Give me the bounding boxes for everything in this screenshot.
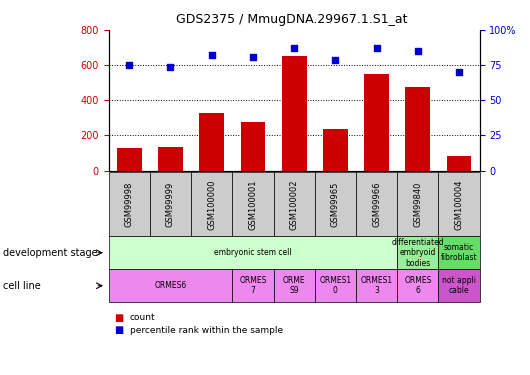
Bar <box>447 156 471 171</box>
Text: GSM99999: GSM99999 <box>166 182 175 227</box>
Text: GSM100000: GSM100000 <box>207 179 216 230</box>
Point <box>413 48 422 54</box>
Text: GDS2375 / MmugDNA.29967.1.S1_at: GDS2375 / MmugDNA.29967.1.S1_at <box>176 13 407 26</box>
Point <box>331 57 340 63</box>
Text: not appli
cable: not appli cable <box>442 276 476 296</box>
Text: count: count <box>130 314 155 322</box>
Text: somatic
fibroblast: somatic fibroblast <box>441 243 478 262</box>
Text: differentiated
embryoid
bodies: differentiated embryoid bodies <box>392 238 444 268</box>
Point <box>125 62 134 68</box>
Bar <box>323 129 348 171</box>
Text: ORMES
7: ORMES 7 <box>239 276 267 296</box>
Text: ORMES6: ORMES6 <box>154 281 187 290</box>
Text: GSM99966: GSM99966 <box>372 182 381 227</box>
Bar <box>117 148 142 171</box>
Bar <box>364 74 389 171</box>
Point <box>290 45 298 51</box>
Text: GSM99998: GSM99998 <box>125 182 134 227</box>
Bar <box>158 147 183 171</box>
Text: GSM99840: GSM99840 <box>413 182 422 227</box>
Bar <box>405 87 430 171</box>
Bar <box>282 56 306 171</box>
Bar <box>199 114 224 171</box>
Text: percentile rank within the sample: percentile rank within the sample <box>130 326 283 335</box>
Bar <box>241 122 266 171</box>
Text: ■: ■ <box>114 326 123 335</box>
Text: embryonic stem cell: embryonic stem cell <box>214 248 292 257</box>
Point <box>455 69 463 75</box>
Text: ORMES
6: ORMES 6 <box>404 276 431 296</box>
Text: GSM100004: GSM100004 <box>455 179 464 230</box>
Point <box>249 54 257 60</box>
Point <box>373 45 381 51</box>
Text: GSM99965: GSM99965 <box>331 182 340 227</box>
Text: ■: ■ <box>114 313 123 323</box>
Text: GSM100002: GSM100002 <box>290 179 298 230</box>
Text: cell line: cell line <box>3 281 40 291</box>
Text: ORMES1
3: ORMES1 3 <box>360 276 393 296</box>
Text: ORMES1
0: ORMES1 0 <box>319 276 351 296</box>
Point <box>166 63 175 70</box>
Point <box>207 53 216 58</box>
Text: development stage: development stage <box>3 248 98 258</box>
Text: ORME
S9: ORME S9 <box>283 276 305 296</box>
Text: GSM100001: GSM100001 <box>249 179 258 230</box>
